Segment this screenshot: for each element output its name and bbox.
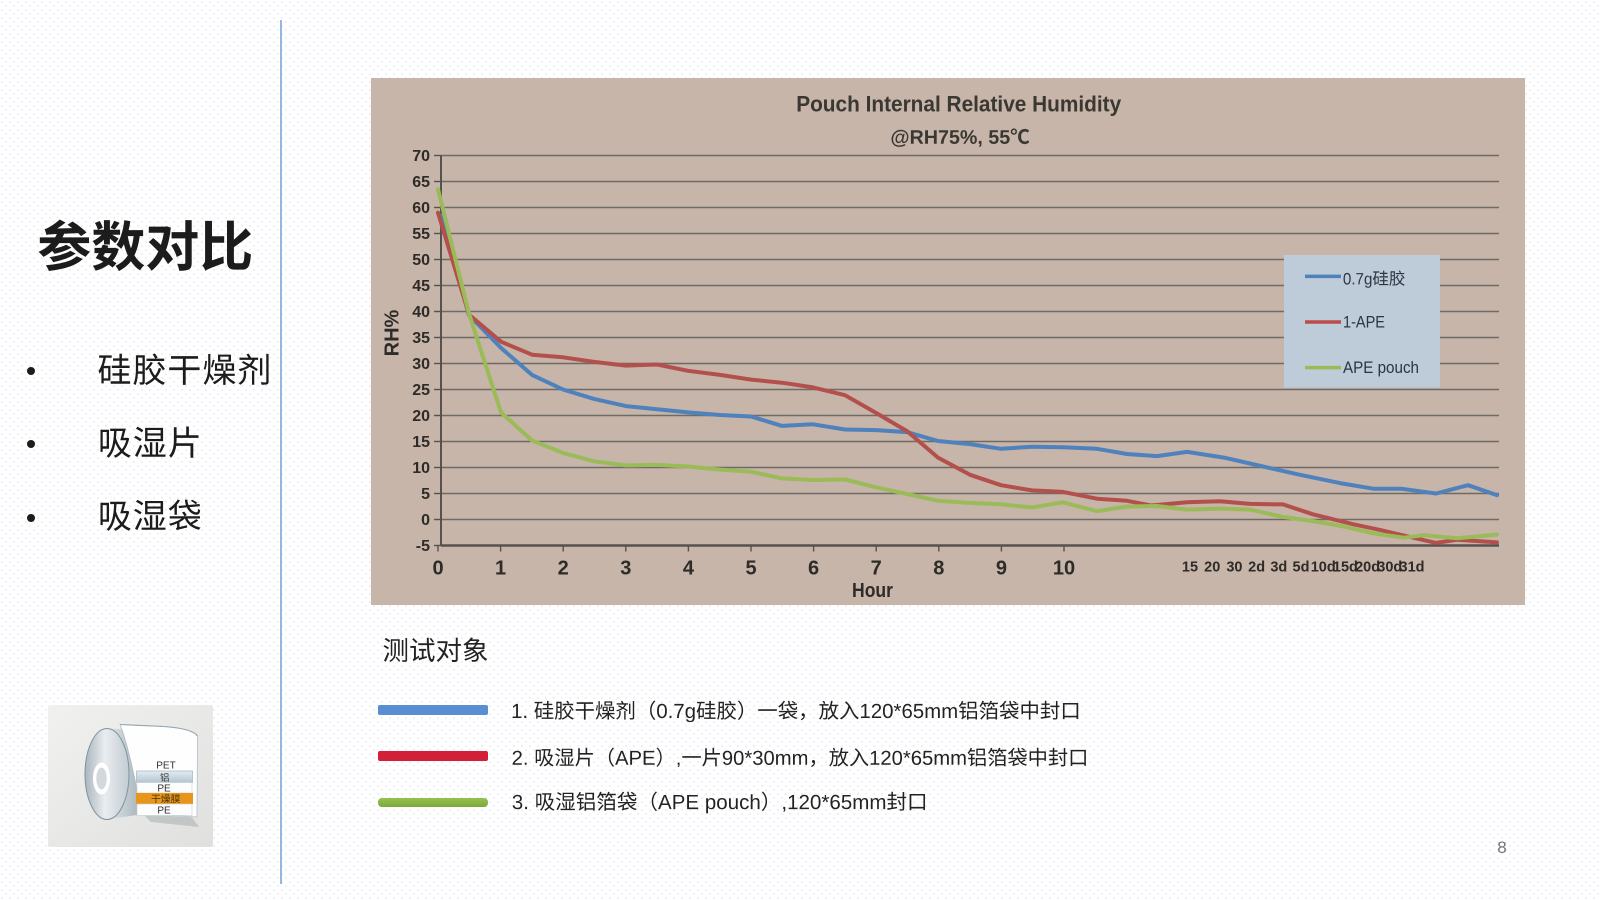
svg-text:10: 10 [412, 460, 430, 477]
svg-text:2d: 2d [1248, 560, 1265, 576]
svg-text:31d: 31d [1400, 560, 1425, 576]
svg-text:4: 4 [683, 558, 695, 580]
svg-text:1: 1 [495, 558, 506, 580]
svg-text:9: 9 [996, 558, 1007, 580]
svg-text:0: 0 [432, 558, 443, 580]
svg-text:-5: -5 [416, 538, 430, 555]
svg-text:30: 30 [1226, 560, 1242, 576]
svg-text:15: 15 [1182, 560, 1198, 576]
svg-text:PET: PET [156, 761, 175, 772]
svg-text:30d: 30d [1377, 560, 1402, 576]
svg-text:0: 0 [421, 512, 430, 529]
svg-text:7: 7 [871, 558, 882, 580]
svg-text:RH%: RH% [382, 309, 404, 356]
svg-text:Pouch Internal Relative Humidi: Pouch Internal Relative Humidity [796, 92, 1122, 117]
svg-text:20: 20 [1204, 560, 1220, 576]
svg-text:APE pouch: APE pouch [1343, 359, 1419, 377]
svg-text:6: 6 [808, 558, 819, 580]
svg-text:55: 55 [412, 226, 430, 243]
svg-text:35: 35 [412, 330, 430, 347]
svg-text:25: 25 [412, 382, 430, 399]
svg-text:70: 70 [412, 148, 430, 165]
svg-text:PE: PE [157, 806, 171, 817]
svg-text:3d: 3d [1270, 560, 1287, 576]
svg-text:10: 10 [1053, 558, 1075, 580]
svg-text:65: 65 [412, 174, 430, 191]
svg-text:40: 40 [412, 304, 430, 321]
svg-text:50: 50 [412, 252, 430, 269]
svg-text:20: 20 [412, 408, 430, 425]
svg-text:5: 5 [745, 558, 756, 580]
svg-text:30: 30 [412, 356, 430, 373]
svg-text:1-APE: 1-APE [1343, 314, 1385, 332]
svg-text:15d: 15d [1333, 560, 1358, 576]
svg-text:8: 8 [933, 558, 944, 580]
svg-text:5: 5 [421, 486, 430, 503]
svg-text:15: 15 [412, 434, 430, 451]
svg-text:5d: 5d [1293, 560, 1310, 576]
svg-text:PE: PE [157, 784, 171, 795]
svg-text:10d: 10d [1311, 560, 1336, 576]
svg-text:45: 45 [412, 278, 430, 295]
svg-text:Hour: Hour [852, 580, 893, 602]
svg-text:20d: 20d [1355, 560, 1380, 576]
svg-text:60: 60 [412, 200, 430, 217]
svg-text:3: 3 [620, 558, 631, 580]
svg-text:2: 2 [558, 558, 569, 580]
